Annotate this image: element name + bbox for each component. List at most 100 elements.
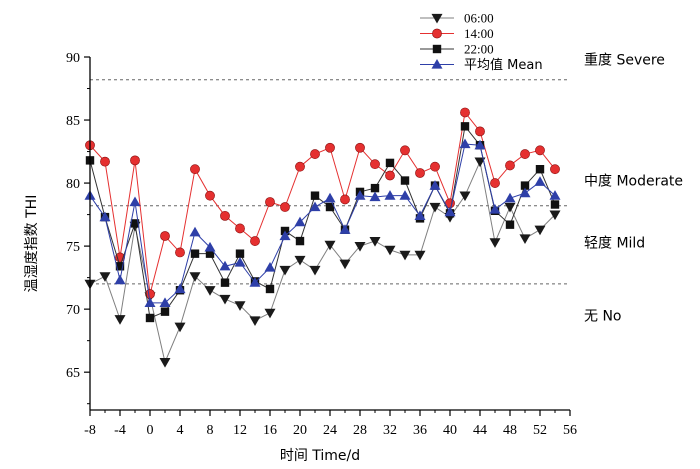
data-point xyxy=(535,165,545,174)
x-tick-label: 48 xyxy=(503,423,517,438)
data-point xyxy=(190,164,200,175)
data-point xyxy=(534,176,546,186)
data-point xyxy=(219,294,231,305)
data-point xyxy=(130,155,140,166)
y-tick-label: 70 xyxy=(66,303,80,318)
x-tick-label: 0 xyxy=(147,423,154,438)
data-point xyxy=(549,210,561,221)
data-point xyxy=(235,249,245,258)
data-point xyxy=(400,176,410,185)
data-point xyxy=(190,249,200,258)
tick-labels: -8 -4 0 4 8 12 16 20 24 28 32 36 40 44 48 52 56657075808… xyxy=(66,51,577,438)
data-point xyxy=(310,191,320,200)
data-point xyxy=(174,283,186,294)
y-tick-label: 80 xyxy=(66,177,80,192)
data-point xyxy=(459,191,471,202)
data-point xyxy=(249,316,261,326)
data-point xyxy=(189,226,201,237)
data-point xyxy=(265,284,275,294)
x-tick-label: 8 xyxy=(207,423,214,438)
data-point xyxy=(294,255,306,266)
x-tick-label: 28 xyxy=(353,423,367,438)
x-tick-label: 32 xyxy=(383,423,397,438)
data-point xyxy=(504,192,516,203)
data-point xyxy=(205,190,215,201)
x-tick-label: 36 xyxy=(413,423,427,438)
data-point xyxy=(520,149,530,159)
x-tick-label: 56 xyxy=(563,423,577,438)
data-point xyxy=(234,256,246,267)
series-layer xyxy=(84,107,561,368)
data-point xyxy=(384,245,396,256)
data-point xyxy=(385,170,395,181)
data-point xyxy=(129,196,141,207)
data-point xyxy=(460,122,470,131)
zone-label: 轻度 Mild xyxy=(584,235,645,251)
data-point xyxy=(295,236,305,246)
series-2 xyxy=(85,122,560,323)
data-point xyxy=(204,241,216,252)
data-point xyxy=(159,357,171,368)
data-point xyxy=(235,223,245,234)
x-tick-label: 40 xyxy=(443,423,457,438)
data-point xyxy=(475,126,485,137)
data-point xyxy=(489,238,501,248)
data-point xyxy=(265,197,275,207)
data-point xyxy=(429,180,441,190)
data-point xyxy=(505,220,515,229)
x-tick-label: 20 xyxy=(293,423,307,438)
data-point xyxy=(280,202,290,212)
y-tick-label: 65 xyxy=(66,366,80,381)
data-point xyxy=(520,181,530,190)
data-point xyxy=(99,211,111,222)
data-point xyxy=(474,139,486,150)
data-point xyxy=(279,265,291,276)
series-3 xyxy=(84,138,561,307)
data-point xyxy=(519,234,531,245)
x-axis-title: 时间 Time/d xyxy=(280,448,360,464)
data-point xyxy=(189,272,201,282)
data-point xyxy=(370,183,380,193)
data-point xyxy=(309,201,321,212)
legend-label: 22:00 xyxy=(464,42,494,57)
data-point xyxy=(550,200,560,209)
zone-label: 无 No xyxy=(584,308,622,324)
data-point xyxy=(309,265,321,276)
data-point xyxy=(114,274,126,285)
data-point xyxy=(505,160,515,171)
data-point xyxy=(249,277,261,287)
data-point xyxy=(385,158,395,168)
data-point xyxy=(414,210,426,220)
data-point xyxy=(489,204,501,214)
x-tick-label: 52 xyxy=(533,423,547,438)
data-point xyxy=(459,138,471,149)
data-point xyxy=(415,168,425,178)
data-point xyxy=(535,145,545,156)
axes xyxy=(84,56,571,416)
data-point xyxy=(175,247,185,258)
data-point xyxy=(474,157,486,168)
data-point xyxy=(325,142,335,153)
data-point xyxy=(100,156,110,167)
zone-labels: 重度 Severe 中度 Moderate 轻度 Mild 无 No xyxy=(584,53,683,325)
series-line xyxy=(89,143,556,304)
data-point xyxy=(145,313,155,323)
data-point xyxy=(99,272,111,282)
data-point xyxy=(114,315,126,325)
data-point xyxy=(370,159,380,170)
data-point xyxy=(490,178,500,188)
data-point xyxy=(144,297,156,307)
data-point xyxy=(279,230,291,241)
data-point xyxy=(204,286,216,296)
data-point xyxy=(369,236,381,247)
x-tick-label: 44 xyxy=(473,423,487,438)
legend-label: 14:00 xyxy=(464,26,494,41)
data-point xyxy=(339,259,351,270)
data-point xyxy=(504,202,516,213)
data-point xyxy=(414,250,426,261)
data-point xyxy=(519,187,531,198)
data-point xyxy=(550,164,560,175)
series-line xyxy=(89,159,556,364)
